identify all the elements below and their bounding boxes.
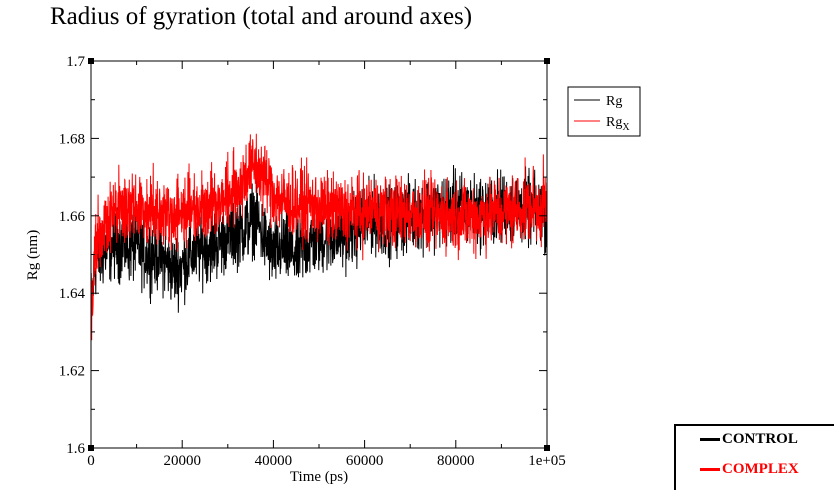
legend2-swatch-control — [700, 438, 720, 442]
tick-layer: 0 20000 40000 60000 80000 1e+05 1.6 1.62 1.64 1.6… — [59, 54, 566, 469]
y-tick-label: 1.7 — [66, 54, 85, 70]
legend2-label-control: CONTROL — [722, 431, 798, 447]
x-tick-label: 20000 — [163, 453, 201, 469]
y-tick-label: 1.62 — [59, 364, 85, 380]
x-tick-label: 40000 — [255, 453, 293, 469]
corner-marker — [544, 58, 550, 64]
x-tick-label: 1e+05 — [528, 453, 566, 469]
legend2-swatch-complex — [700, 468, 720, 472]
legend2-label-complex: COMPLEX — [722, 461, 799, 477]
condition-legend: CONTROL COMPLEX — [674, 424, 834, 490]
x-tick-label: 0 — [87, 453, 95, 469]
series-line-rgx — [91, 133, 547, 341]
legend-label-rg: Rg — [606, 94, 622, 109]
legend-label-rgx: RgX — [606, 115, 630, 133]
y-axis-label: Rg (nm) — [25, 230, 41, 280]
corner-markers — [88, 58, 550, 451]
legend-subscript-x: X — [622, 122, 630, 133]
y-tick-label: 1.6 — [66, 441, 85, 457]
y-tick-label: 1.66 — [59, 209, 86, 225]
legend2-item-control: CONTROL — [700, 431, 798, 448]
series-layer — [91, 133, 547, 341]
corner-marker — [544, 445, 550, 451]
legend-box — [567, 86, 641, 137]
y-tick-label: 1.68 — [59, 131, 85, 147]
legend2-item-complex: COMPLEX — [700, 461, 799, 478]
x-tick-label: 80000 — [437, 453, 475, 469]
chart-title: Radius of gyration (total and around axe… — [50, 3, 473, 30]
corner-marker — [88, 58, 94, 64]
y-tick-label: 1.64 — [59, 286, 86, 302]
corner-marker — [88, 445, 94, 451]
series-line-rg — [91, 165, 547, 313]
x-axis-label: Time (ps) — [290, 469, 348, 485]
legend: Rg RgX — [567, 86, 641, 137]
x-tick-label: 60000 — [346, 453, 384, 469]
